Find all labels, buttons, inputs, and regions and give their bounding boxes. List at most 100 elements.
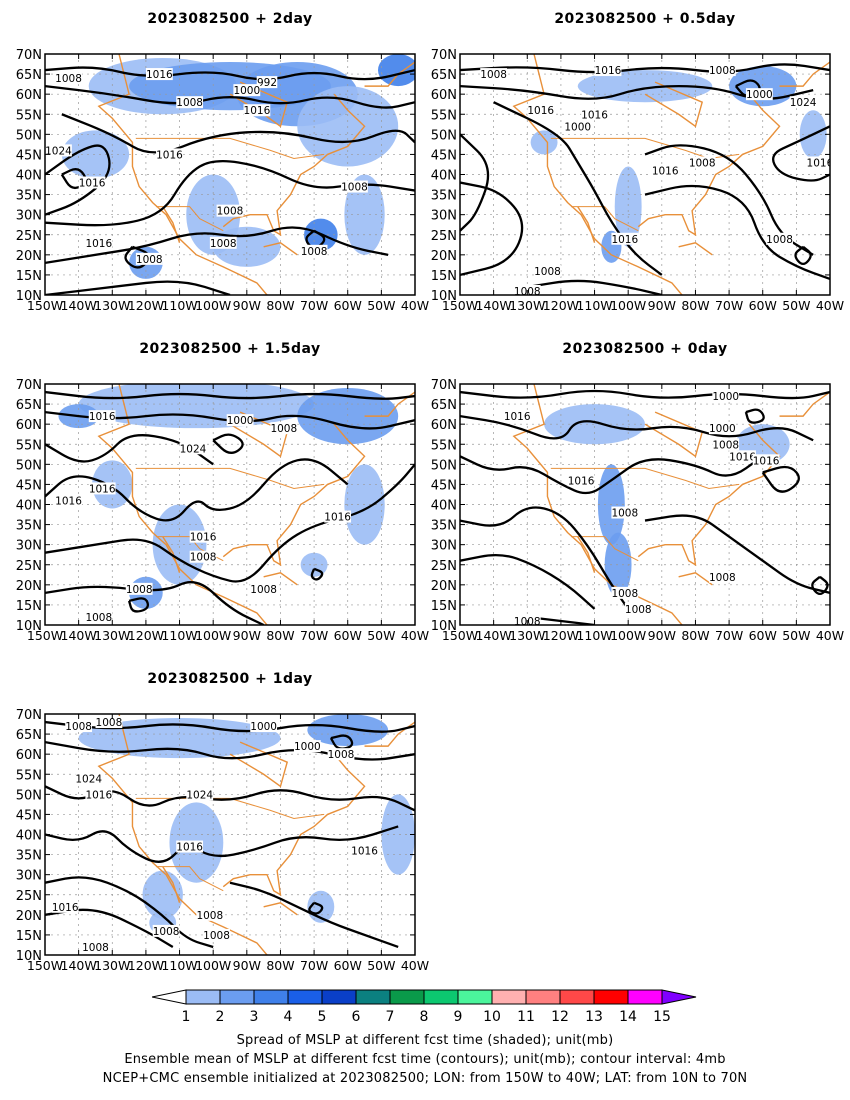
- contour-label: 1008: [210, 238, 237, 250]
- contour-label-bg: [135, 252, 163, 265]
- contour-label-bg: [594, 64, 622, 77]
- colorbar-box: [219, 989, 255, 1005]
- contour-label: 1016: [79, 178, 106, 190]
- coastline: [263, 572, 298, 586]
- lat-label: 45N: [16, 148, 42, 163]
- contour-label-bg: [250, 720, 278, 733]
- lat-label: 40N: [16, 829, 42, 844]
- lat-label: 65N: [16, 68, 42, 83]
- lat-label: 10N: [16, 619, 42, 634]
- lat-label: 20N: [16, 249, 42, 264]
- contour-label: 1024: [180, 443, 207, 455]
- lon-label: 100W: [195, 628, 231, 643]
- lon-label: 140W: [61, 298, 97, 313]
- contour-label: 1016: [244, 105, 271, 117]
- lat-label: 30N: [16, 209, 42, 224]
- lat-label: 50N: [16, 788, 42, 803]
- contour-label-bg: [611, 506, 639, 519]
- mslp-contour: [794, 245, 812, 266]
- lon-label: 50W: [367, 298, 395, 313]
- contour-label: 992: [257, 77, 277, 89]
- lon-label: 100W: [195, 298, 231, 313]
- contour-label: 1024: [790, 97, 817, 109]
- contour-label-bg: [125, 582, 153, 595]
- panel-title-2day: 2023082500 + 2day: [147, 11, 313, 27]
- lon-label: 130W: [94, 628, 130, 643]
- colorbar-label: 11: [517, 1009, 535, 1024]
- lat-label: 25N: [431, 559, 457, 574]
- contour-label-bg: [75, 772, 103, 785]
- lon-label: 100W: [610, 298, 646, 313]
- contour-label: 1008: [65, 721, 92, 733]
- colorbar-label: 9: [454, 1009, 463, 1024]
- border-line: [571, 206, 639, 232]
- coastline: [644, 411, 704, 458]
- contour-label-bg: [243, 104, 271, 117]
- lon-label: 40W: [816, 298, 844, 313]
- lat-label: 60N: [431, 88, 457, 103]
- lon-label: 40W: [401, 628, 429, 643]
- lon-label: 110W: [161, 298, 197, 313]
- colorbar: 1 2 3 4 5 6 7 8 9 10 11 12 13 14 15: [152, 989, 697, 1024]
- lat-label: 70N: [16, 48, 42, 63]
- lat-label: 15N: [16, 599, 42, 614]
- lat-label: 10N: [431, 289, 457, 304]
- coastline: [97, 384, 268, 625]
- lat-label: 40N: [431, 169, 457, 184]
- contour-label-bg: [745, 88, 773, 101]
- lon-label: 150W: [442, 628, 478, 643]
- contour-label-bg: [209, 236, 237, 249]
- colorbar-label: 14: [619, 1009, 637, 1024]
- contour-label: 1016: [55, 495, 82, 507]
- contour-label: 1008: [709, 572, 736, 584]
- colorbar-label: 1: [182, 1009, 191, 1024]
- lon-label: 150W: [27, 958, 63, 973]
- contour-label-bg: [216, 204, 244, 217]
- contour-label: 1008: [341, 182, 368, 194]
- contour-label: 1008: [709, 65, 736, 77]
- mslp-contour: [45, 390, 415, 400]
- contour-label-bg: [203, 928, 230, 941]
- contour-label: 1016: [581, 109, 608, 121]
- lon-label: 70W: [300, 958, 328, 973]
- contour-label-bg: [156, 148, 183, 161]
- lon-label: 60W: [334, 958, 362, 973]
- lon-label: 130W: [509, 298, 545, 313]
- coastline: [263, 902, 298, 916]
- lon-label: 80W: [266, 298, 294, 313]
- lat-label: 25N: [16, 559, 42, 574]
- lon-label: 150W: [27, 628, 63, 643]
- lat-label: 40N: [431, 499, 457, 514]
- lat-label: 55N: [431, 108, 457, 123]
- lat-label: 45N: [16, 808, 42, 823]
- lon-label: 130W: [94, 958, 130, 973]
- lat-label: 40N: [16, 169, 42, 184]
- coastline: [644, 81, 704, 128]
- mslp-contour: [45, 825, 399, 863]
- contour-label-bg: [293, 740, 321, 753]
- lon-label: 140W: [476, 628, 512, 643]
- colorbar-box: [287, 989, 323, 1005]
- mslp-contour: [460, 133, 490, 232]
- lat-label: 65N: [16, 398, 42, 413]
- lon-label: 70W: [715, 628, 743, 643]
- colorbar-box: [593, 989, 629, 1005]
- lat-label: 50N: [431, 458, 457, 473]
- coastline: [678, 242, 713, 256]
- colorbar-box: [321, 989, 357, 1005]
- contour-label-bg: [327, 748, 355, 761]
- lat-label: 20N: [16, 579, 42, 594]
- contour-label-bg: [82, 940, 109, 953]
- contour-label-bg: [766, 232, 793, 245]
- colorbar-label: 4: [284, 1009, 293, 1024]
- contour-label: 1016: [324, 512, 351, 524]
- lon-label: 60W: [749, 628, 777, 643]
- caption-line-2: Ensemble mean of MSLP at different fcst …: [124, 1052, 726, 1067]
- colorbar-label: 2: [216, 1009, 225, 1024]
- contour-label-bg: [256, 76, 278, 89]
- lon-label: 60W: [334, 298, 362, 313]
- mslp-contour: [45, 785, 415, 812]
- contour-label: 1000: [712, 391, 739, 403]
- contour-label-bg: [503, 410, 531, 423]
